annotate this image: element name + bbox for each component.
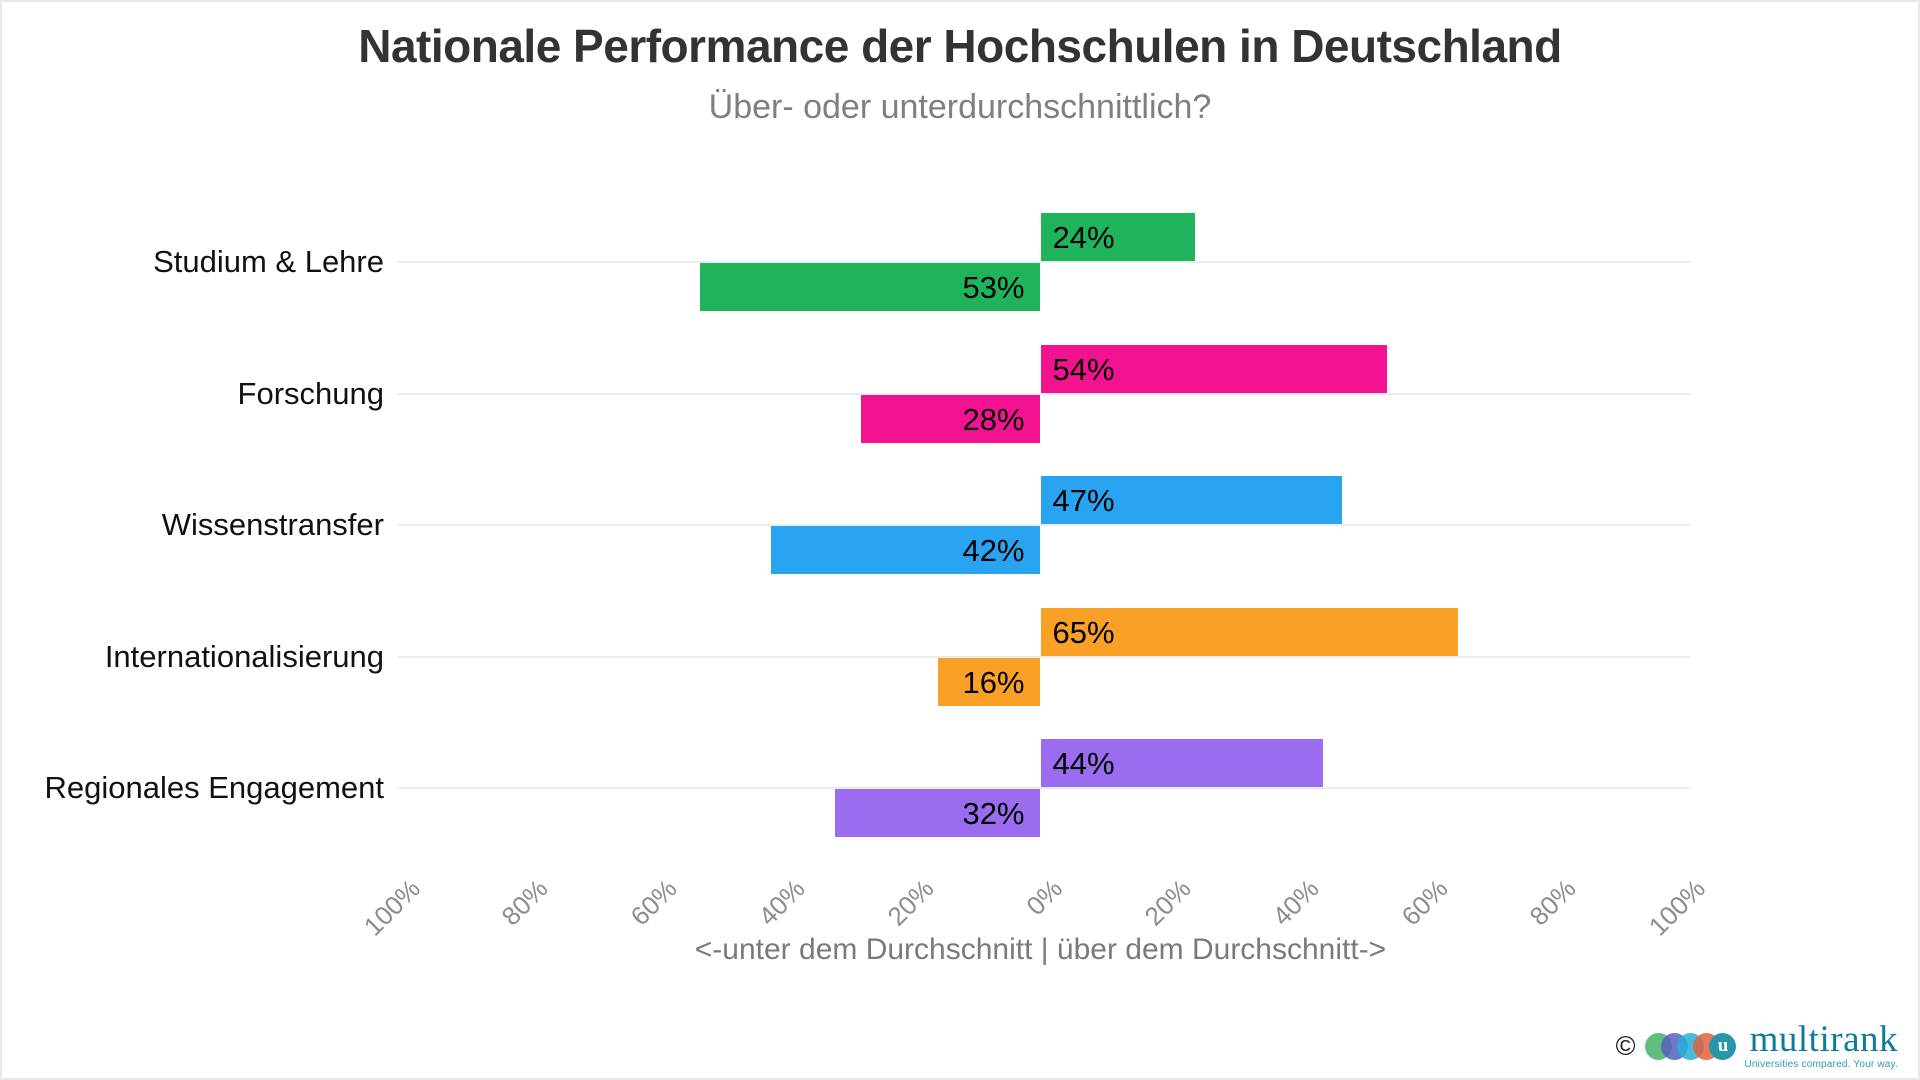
x-tick-label: 80%	[495, 873, 555, 932]
x-tick-label: 60%	[624, 873, 683, 932]
bar-value-label: 47%	[1052, 483, 1115, 518]
multirank-tagline: Universities compared. Your way.	[1744, 1059, 1898, 1070]
x-tick-label: 40%	[752, 873, 812, 932]
chart-title: Nationale Performance der Hochschulen in…	[358, 20, 1562, 72]
bar-below-average	[937, 657, 1041, 706]
chart-subtitle: Über- oder unterdurchschnittlich?	[708, 88, 1212, 126]
bar-above-average	[1040, 344, 1388, 393]
gridline	[398, 655, 1690, 658]
bar-below-average	[699, 263, 1041, 311]
category-label: Regionales Engagement	[44, 770, 384, 805]
category-label: Wissenstransfer	[161, 507, 384, 542]
x-tick-label: 100%	[1642, 873, 1711, 942]
x-tick-label: 20%	[881, 873, 940, 932]
bar-value-label: 28%	[962, 401, 1025, 437]
gridline	[398, 524, 1690, 526]
x-tick-label: 60%	[1395, 873, 1454, 932]
gridline	[398, 261, 1690, 263]
bar-value-label: 44%	[1052, 746, 1115, 781]
category-label: Internationalisierung	[104, 638, 384, 674]
bar-below-average	[860, 394, 1041, 443]
copyright-symbol: ©	[1615, 1031, 1636, 1061]
multirank-logo: © u multirank Universities compared. You…	[1615, 1019, 1898, 1070]
category-label: Forschung	[237, 375, 384, 411]
bar-above-average	[1040, 607, 1459, 656]
logo-circle-u-icon: u	[1709, 1033, 1737, 1060]
gridline	[398, 787, 1690, 789]
multirank-brand-name: multirank	[1749, 1019, 1898, 1060]
x-tick-label: 20%	[1138, 873, 1197, 932]
x-tick-label: 40%	[1266, 873, 1326, 932]
bar-value-label: 42%	[962, 533, 1025, 568]
bar-above-average	[1040, 213, 1195, 261]
bar-value-label: 32%	[962, 796, 1025, 831]
bar-value-label: 54%	[1052, 351, 1115, 387]
category-label: Studium & Lehre	[153, 244, 384, 279]
x-tick-label: 0%	[1020, 873, 1069, 922]
bar-below-average	[770, 526, 1041, 574]
bar-value-label: 65%	[1052, 614, 1115, 650]
bar-value-label: 16%	[962, 664, 1025, 700]
x-tick-label: 80%	[1523, 873, 1583, 932]
brand-text-block: multirank Universities compared. Your wa…	[1744, 1019, 1898, 1070]
bar-value-label: 53%	[962, 270, 1025, 305]
bar-above-average	[1040, 476, 1343, 524]
multirank-logo-mark-icon: u	[1645, 1033, 1737, 1060]
bar-value-label: 24%	[1052, 220, 1115, 255]
x-tick-label: 100%	[357, 873, 426, 942]
gridline	[398, 392, 1690, 395]
bar-above-average	[1040, 739, 1324, 787]
x-axis-title: <-unter dem Durchschnitt | über dem Durc…	[694, 933, 1387, 966]
bar-below-average	[834, 789, 1041, 837]
